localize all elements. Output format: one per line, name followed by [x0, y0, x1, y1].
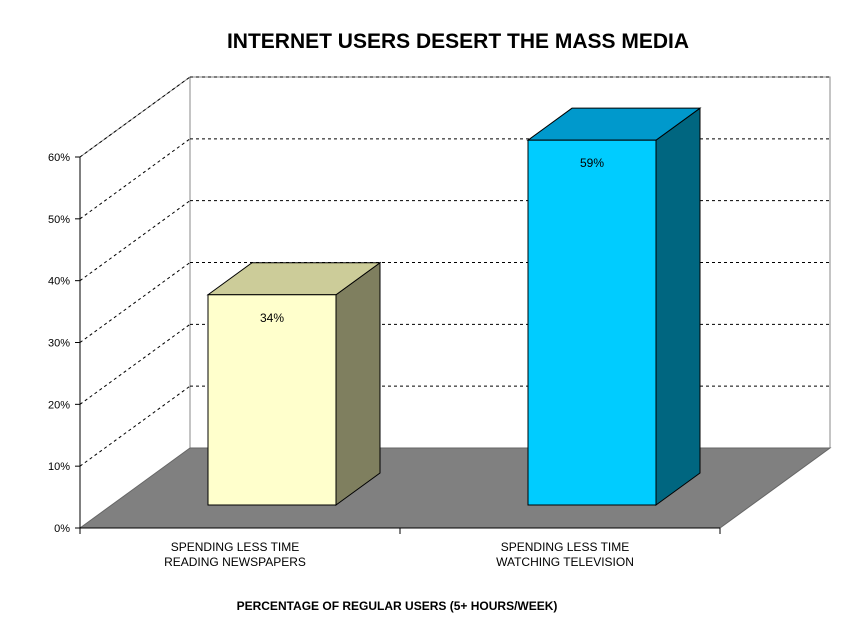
x-category-label: SPENDING LESS TIME READING NEWSPAPERS [164, 540, 306, 569]
gridline-left [79, 200, 191, 282]
gridline-left [79, 262, 191, 343]
bar-side [335, 261, 381, 506]
y-axis-ticks: 0% 10% 20% 30% 40% 50% 60% [48, 152, 80, 535]
y-tick-label: 50% [48, 214, 70, 226]
bar: 59% [526, 107, 702, 506]
bar-front [527, 139, 657, 506]
bar-data-label: 59% [580, 156, 604, 170]
x-category-line: SPENDING LESS TIME [501, 540, 629, 554]
bar-side [655, 107, 701, 506]
bar-front [207, 294, 337, 506]
x-category-line: READING NEWSPAPERS [164, 555, 306, 569]
x-axis-label: PERCENTAGE OF REGULAR USERS (5+ HOURS/WE… [237, 599, 558, 613]
y-tick-label: 30% [48, 338, 70, 350]
bar: 34% [206, 261, 382, 506]
chart-floor [78, 447, 832, 529]
gridline-left [79, 323, 191, 405]
floor-plane [78, 447, 832, 529]
y-tick-label: 40% [48, 276, 70, 288]
x-category-label: SPENDING LESS TIME WATCHING TELEVISION [496, 540, 634, 569]
x-axis-categories: SPENDING LESS TIME READING NEWSPAPERSSPEN… [164, 540, 634, 569]
x-category-line: SPENDING LESS TIME [171, 540, 299, 554]
bar-data-label: 34% [260, 311, 284, 325]
gridline-left [79, 385, 191, 467]
gridline-left [79, 76, 191, 158]
y-tick-label: 20% [48, 399, 70, 411]
bars: 34% 59% [206, 107, 702, 506]
gridline-left [79, 138, 191, 220]
y-tick-label: 10% [48, 461, 70, 473]
y-tick-label: 0% [54, 523, 70, 535]
chart-title: INTERNET USERS DESERT THE MASS MEDIA [227, 30, 689, 53]
y-tick-label: 60% [48, 152, 70, 164]
gridlines [79, 76, 830, 467]
x-category-line: WATCHING TELEVISION [496, 555, 634, 569]
